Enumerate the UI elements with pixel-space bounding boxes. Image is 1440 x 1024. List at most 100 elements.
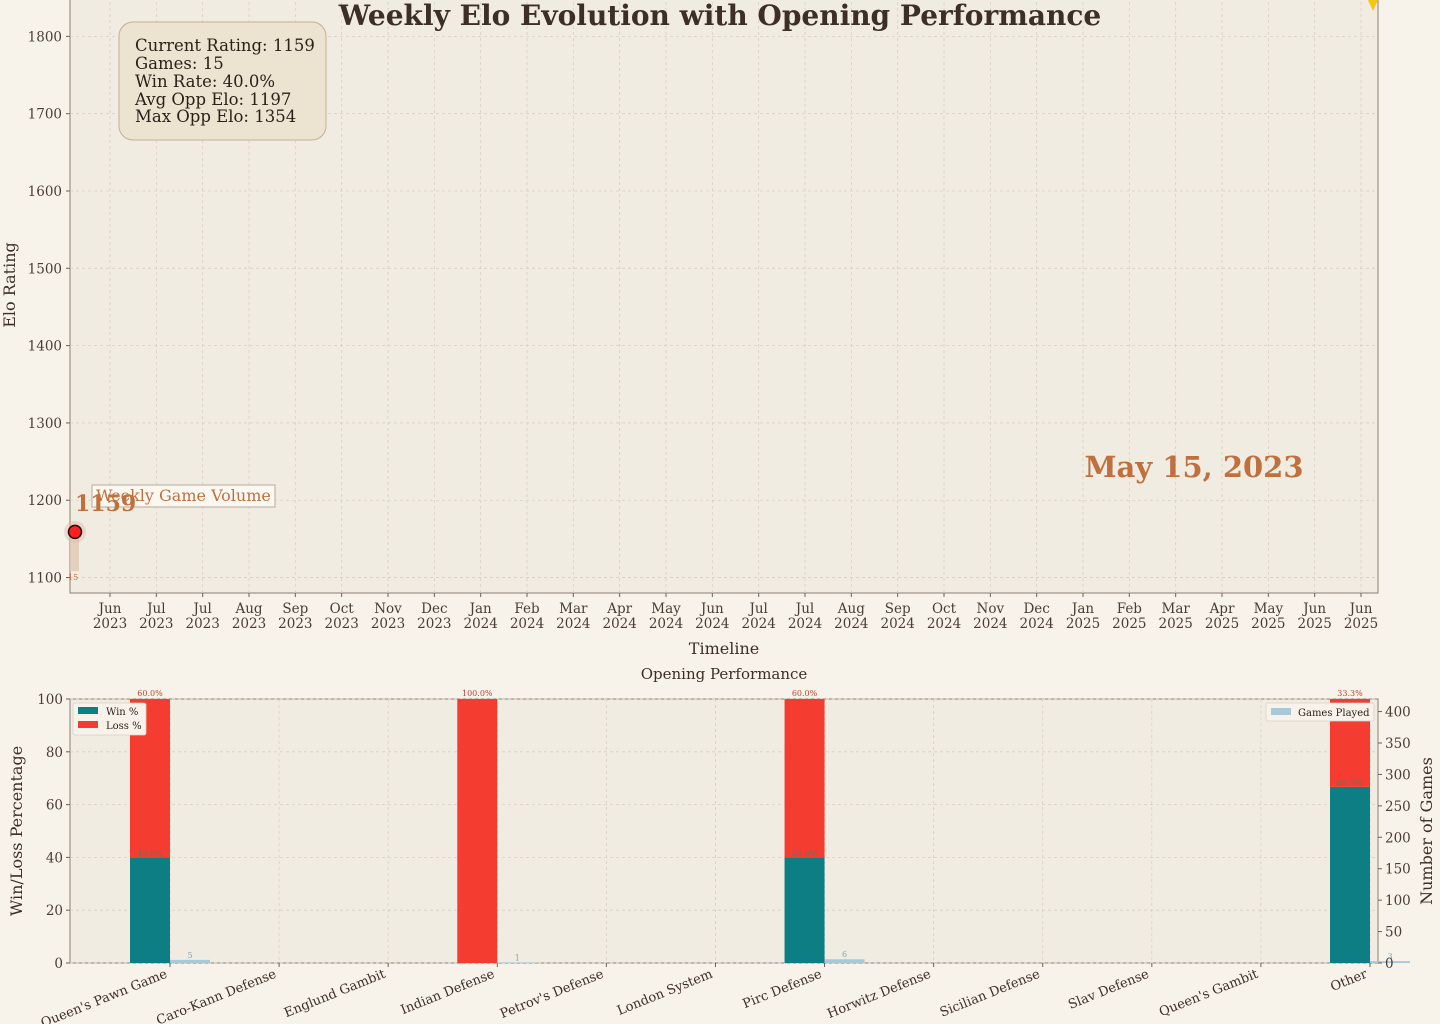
elo-x-tick-year: 2024 [1019, 616, 1053, 632]
opening-y-tick-label: 80 [46, 745, 63, 761]
opening-y-tick-label: 100 [37, 692, 63, 708]
legend-left: Win % Loss % [72, 702, 147, 736]
elo-x-tick-month: Apr [606, 601, 632, 617]
games-bar [497, 962, 538, 963]
elo-x-tick-year: 2023 [278, 616, 312, 632]
loss-bar [784, 699, 825, 858]
elo-x-tick-month: Jun [699, 601, 724, 617]
elo-x-tick-month: Sep [282, 601, 308, 617]
opening-y-axis-label: Win/Loss Percentage [7, 746, 26, 916]
win-bar [784, 857, 825, 963]
elo-x-tick-month: Aug [234, 601, 262, 617]
elo-x-tick-month: Jul [794, 601, 814, 617]
opening-y2-tick-label: 300 [1385, 767, 1411, 783]
loss-bar-label: 100.0% [462, 689, 493, 698]
elo-x-tick-year: 2024 [927, 616, 961, 632]
opening-category-label: Slav Defense [1066, 967, 1151, 1013]
elo-x-tick-month: Feb [1117, 601, 1142, 617]
opening-y-tick-label: 0 [54, 956, 63, 972]
elo-x-tick-year: 2024 [695, 616, 729, 632]
opening-category-label: Petrov's Defense [498, 967, 606, 1022]
elo-x-tick-year: 2024 [741, 616, 775, 632]
opening-category-label: Englund Gambit [282, 967, 388, 1022]
elo-x-tick-month: Feb [514, 601, 539, 617]
elo-point [67, 524, 83, 540]
opening-y-tick-label: 20 [46, 903, 63, 919]
elo-x-tick-month: Aug [837, 601, 865, 617]
elo-x-tick-month: Mar [1162, 601, 1191, 617]
elo-x-tick-year: 2025 [1344, 616, 1378, 632]
opening-y2-tick-label: 250 [1385, 799, 1411, 815]
legend-right-box [1265, 702, 1375, 722]
elo-x-tick-year: 2024 [510, 616, 544, 632]
games-bar-label: 3 [1387, 952, 1392, 961]
stats-current-rating: Current Rating: 1159 [135, 36, 315, 55]
elo-x-tick-year: 2024 [973, 616, 1007, 632]
elo-x-tick-year: 2023 [232, 616, 266, 632]
opening-y-tick-label: 40 [46, 850, 63, 866]
opening-y2-ticks: 0 50 100 150 200 250 300 350 400 [1378, 705, 1411, 972]
opening-plot-area [69, 698, 1379, 964]
elo-x-tick-month: Jul [145, 601, 165, 617]
elo-x-tick-month: May [651, 601, 681, 617]
elo-y-tick-label: 1600 [28, 184, 62, 200]
current-date-label: May 15, 2023 [1084, 450, 1303, 484]
opening-y2-tick-label: 350 [1385, 736, 1411, 752]
elo-x-tick-year: 2024 [602, 616, 636, 632]
elo-x-tick-month: Oct [932, 601, 957, 617]
games-bar [1370, 961, 1410, 963]
elo-x-tick-year: 2023 [371, 616, 405, 632]
opening-y2-tick-label: 200 [1385, 830, 1411, 846]
elo-x-tick-year: 2024 [834, 616, 868, 632]
elo-y-ticks: 1100 1200 1300 1400 1500 1600 1700 1800 [28, 29, 70, 587]
elo-y-tick-label: 1300 [28, 416, 62, 432]
opening-gridlines [70, 698, 1378, 964]
elo-x-tick-month: Jul [191, 601, 211, 617]
elo-x-tick-year: 2025 [1297, 616, 1331, 632]
elo-x-tick-month: Sep [885, 601, 911, 617]
opening-y2-tick-label: 150 [1385, 862, 1411, 878]
elo-x-tick-year: 2025 [1066, 616, 1100, 632]
legend-swatch-games [1271, 708, 1291, 715]
elo-x-tick-month: Jun [97, 601, 122, 617]
elo-x-tick-month: Jan [1070, 601, 1094, 617]
win-bar-label: 40.0% [792, 849, 818, 858]
stats-box: Current Rating: 1159 Games: 15 Win Rate:… [118, 21, 327, 141]
elo-x-tick-month: Nov [977, 601, 1005, 617]
opening-category-label: Horwitz Defense [825, 967, 933, 1022]
opening-y-ticks: 0 20 40 60 80 100 [37, 692, 70, 972]
win-bar-label: 40.0% [137, 849, 163, 858]
stats-avg-opp-elo: Avg Opp Elo: 1197 [134, 90, 291, 109]
current-rating-label: 1159 [75, 491, 136, 517]
elo-y-tick-label: 1800 [28, 29, 62, 45]
opening-chart-title: Opening Performance [641, 665, 808, 683]
volume-label-box [91, 484, 276, 508]
opening-category-label: Caro-Kann Defense [154, 967, 278, 1024]
elo-y-tick-label: 1700 [28, 107, 62, 123]
win-bar-label: 66.7% [1337, 779, 1363, 788]
legend-right: Games Played [1265, 702, 1375, 722]
volume-value: 15 [68, 573, 78, 582]
opening-y2-axis-label: Number of Games [1417, 757, 1436, 905]
elo-x-tick-month: Dec [421, 601, 447, 617]
opening-y2-tick-label: 100 [1385, 893, 1411, 909]
elo-x-tick-year: 2023 [185, 616, 219, 632]
opening-y2-tick-label: 50 [1385, 925, 1402, 941]
elo-x-tick-month: Mar [559, 601, 588, 617]
elo-x-tick-month: Jan [468, 601, 492, 617]
legend-label-win: Win % [106, 707, 138, 718]
elo-x-tick-year: 2024 [463, 616, 497, 632]
elo-x-tick-month: Dec [1023, 601, 1049, 617]
elo-x-tick-month: Jun [1301, 601, 1326, 617]
elo-y-tick-label: 1100 [28, 571, 62, 587]
chart-title: Weekly Elo Evolution with Opening Perfor… [338, 0, 1101, 32]
elo-gridlines [70, 0, 1378, 593]
elo-x-tick-year: 2024 [649, 616, 683, 632]
opening-bars: 40.0% 60.0% 5 100.0% 1 40.0% 60.0% 6 66.7% 33.3% 3 [130, 689, 1410, 963]
elo-x-tick-year: 2024 [556, 616, 590, 632]
opening-category-label: Queen's Pawn Game [39, 967, 170, 1024]
opening-y2-tick-label: 0 [1385, 956, 1394, 972]
